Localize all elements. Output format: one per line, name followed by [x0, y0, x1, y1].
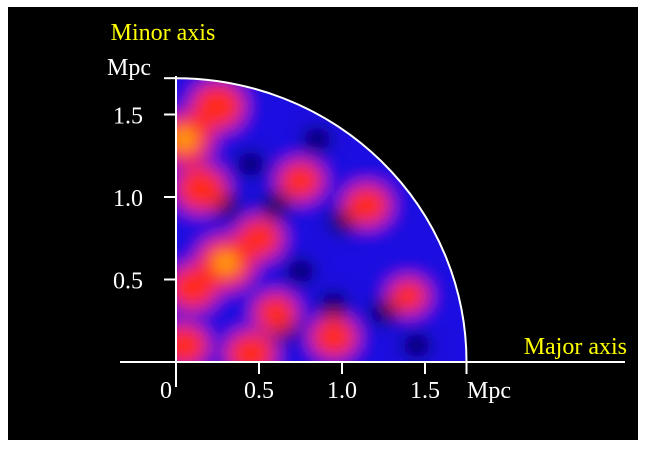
hotspot-7: [253, 292, 298, 333]
y-tick-label: 1.5: [113, 104, 143, 130]
hotspot-10: [225, 331, 276, 362]
hotspot-6: [277, 159, 324, 202]
hotspot-core-3: [215, 255, 236, 271]
x-tick-label: 0.5: [244, 378, 274, 404]
hotspot-core-0: [176, 131, 195, 148]
hotspot-2: [176, 165, 227, 213]
ellipse-boundary: [175, 77, 468, 363]
low-density-spot: [286, 259, 315, 284]
hotspot-11: [176, 323, 209, 362]
low-density-spot: [402, 333, 431, 358]
y-tick-label: 0.5: [113, 269, 143, 295]
hotspot-5: [176, 265, 218, 311]
low-density-spot: [236, 152, 265, 176]
low-density-spot: [303, 127, 332, 152]
x-axis-unit: Mpc: [467, 378, 511, 404]
y-axis-title: Minor axis: [111, 20, 216, 46]
y-ticks: 0.5 1.0 1.5: [113, 77, 176, 295]
x-tick-label: 1.0: [327, 378, 357, 404]
y-tick-label: 1.0: [113, 186, 143, 212]
x-tick-label: 0: [160, 378, 172, 404]
hotspot-1: [190, 82, 245, 131]
heatmap-area: [176, 78, 467, 362]
low-density-spot: [261, 193, 290, 218]
hotspot-4: [235, 217, 283, 260]
x-tick-label: 1.5: [410, 378, 440, 404]
low-density-spot: [319, 292, 348, 317]
y-axis-unit: Mpc: [107, 55, 151, 81]
hotspot-8: [310, 316, 358, 359]
low-density-spot: [369, 300, 398, 325]
x-ticks: 0 0.5 1.0 1.5: [160, 362, 468, 404]
hotspot-9: [343, 184, 391, 227]
x-axis-title: Major axis: [524, 334, 627, 360]
hotspot-12: [388, 277, 429, 315]
